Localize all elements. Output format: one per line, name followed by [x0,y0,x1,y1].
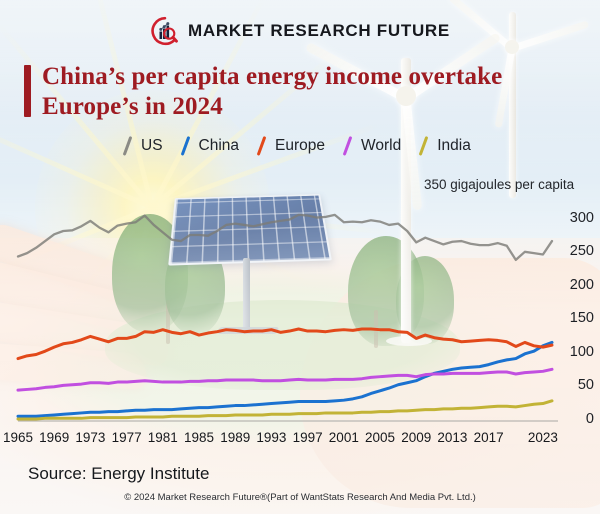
x-axis-tick-label: 2013 [437,430,468,445]
series-line-europe [16,327,554,361]
title-block: China’s per capita energy income overtak… [24,62,580,121]
legend-label: China [198,137,240,154]
y-axis-tick-label: 100 [569,343,594,360]
legend-label: Europe [275,137,326,154]
x-axis-tick-label: 2009 [401,430,432,445]
x-axis-tick-label: 2017 [473,430,504,445]
legend-item-europe[interactable]: Europe [256,136,325,156]
y-axis-tick-label: 50 [577,377,594,394]
x-axis-tick-label: 1977 [111,430,142,445]
x-axis-tick-label: 2023 [527,430,558,445]
x-axis-tick-label: 1997 [292,430,323,445]
y-axis-tick-label: 150 [569,310,594,327]
y-axis-unit-label: 350 gigajoules per capita [424,177,575,192]
series-line-india [16,399,554,421]
series-line-us [16,213,554,262]
x-axis-tick-label: 1965 [2,430,34,445]
brand-name: MARKET RESEARCH FUTURE [188,21,450,40]
y-axis-tick-label: 200 [569,276,594,293]
legend-label: US [141,137,163,154]
copyright-label: © 2024 Market Research Future®(Part of W… [124,492,476,503]
x-axis-tick-label: 1969 [39,430,70,445]
series-line-world [16,367,554,392]
x-axis-tick-label: 1981 [147,430,178,445]
title-accent-bar [24,65,31,117]
series-line-china [16,340,554,418]
source-label: Source: Energy Institute [28,464,210,483]
y-axis-tick-label: 250 [569,243,594,260]
legend-item-india[interactable]: India [418,136,471,156]
x-axis-tick-label: 1985 [183,430,215,445]
legend-label: World [361,137,402,154]
x-axis-tick-label: 1989 [220,430,251,445]
x-axis-tick-label: 1973 [75,430,106,445]
y-axis-tick-label: 300 [569,209,594,226]
x-axis-tick-label: 1993 [256,430,287,445]
legend-label: India [437,137,471,154]
legend-item-china[interactable]: China [180,136,240,156]
page-title: China’s per capita energy income overtak… [42,63,503,120]
chart-legend: US China Europe World India [122,136,471,156]
x-axis-tick-label: 2005 [365,430,396,445]
legend-item-us[interactable]: US [122,136,163,156]
y-axis-tick-label: 0 [585,411,594,427]
brand-header: MARKET RESEARCH FUTURE [0,14,600,48]
x-axis-tick-label: 2001 [328,430,359,445]
market-research-magnifier-bars-icon [150,16,180,46]
legend-item-world[interactable]: World [342,136,401,156]
